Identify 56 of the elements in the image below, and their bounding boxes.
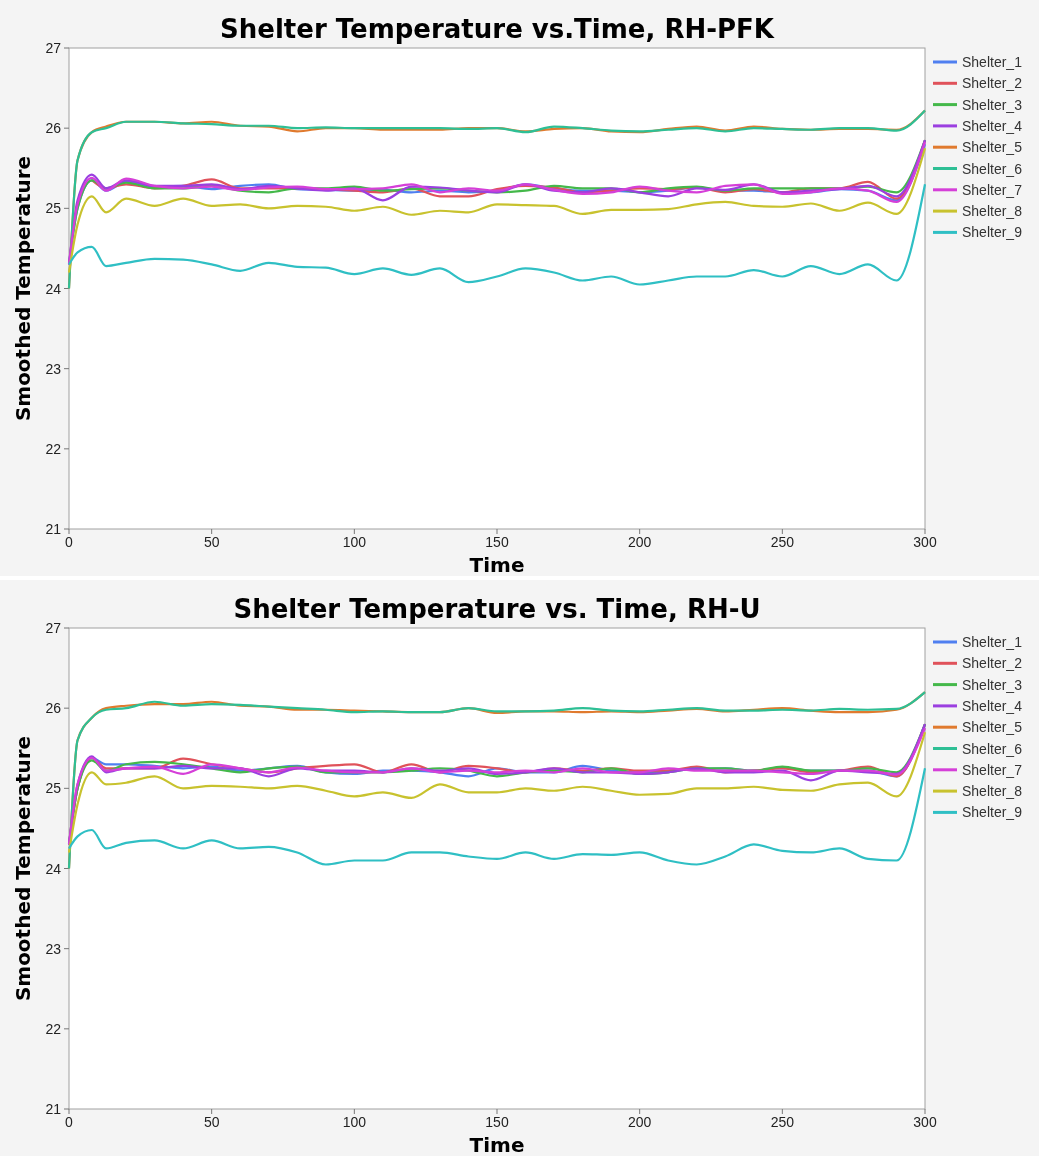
y-tick-label: 23 [45,360,62,377]
x-axis-title: Time [469,553,525,577]
chart-title: Shelter Temperature vs. Time, RH-U [233,594,761,624]
legend-label: Shelter_4 [962,117,1023,134]
legend-label: Shelter_5 [962,139,1023,156]
y-tick-label: 21 [45,521,62,537]
x-tick-label: 50 [203,1114,220,1130]
y-tick-label: 26 [45,120,62,137]
x-tick-label: 150 [485,1114,509,1130]
legend-label: Shelter_1 [962,54,1023,70]
x-tick-label: 300 [913,534,937,550]
x-tick-label: 100 [342,534,367,550]
legend-label: Shelter_8 [962,783,1023,800]
legend-label: Shelter_5 [962,719,1023,736]
y-axis-title: Smoothed Temperature [11,735,35,1002]
line-series [67,183,927,286]
legend-label: Shelter_8 [962,203,1023,220]
y-tick-label: 27 [45,620,62,636]
x-tick-label: 50 [203,534,220,550]
legend-label: Shelter_2 [962,75,1023,92]
line-series [67,109,927,290]
legend-label: Shelter_9 [962,804,1023,821]
x-tick-label: 150 [485,534,509,550]
y-tick-label: 25 [45,200,62,217]
x-tick-label: 300 [913,1114,937,1130]
x-tick-label: 250 [770,534,795,550]
y-tick-label: 27 [45,40,62,56]
legend-label: Shelter_7 [962,761,1023,778]
y-tick-label: 26 [45,700,62,717]
x-tick-label: 0 [65,1114,74,1130]
y-axis-title: Smoothed Temperature [11,155,35,422]
legend-label: Shelter_3 [962,676,1023,693]
legend-label: Shelter_4 [962,697,1023,714]
y-tick-label: 22 [45,440,62,457]
chart-title: Shelter Temperature vs.Time, RH-PFK [220,14,775,44]
legend-label: Shelter_6 [962,740,1023,757]
legend-label: Shelter_2 [962,655,1023,672]
line-series [67,691,927,870]
y-tick-label: 24 [45,860,62,877]
x-axis-title: Time [469,1133,525,1157]
legend-label: Shelter_9 [962,224,1023,241]
line-series [67,767,927,866]
legend-label: Shelter_3 [962,96,1023,113]
legend-label: Shelter_7 [962,181,1023,198]
y-tick-label: 24 [45,280,62,297]
x-tick-label: 200 [627,1114,652,1130]
y-tick-label: 21 [45,1101,62,1117]
y-tick-label: 23 [45,940,62,957]
legend-label: Shelter_1 [962,634,1023,650]
x-tick-label: 250 [770,1114,795,1130]
x-tick-label: 0 [65,534,74,550]
x-tick-label: 100 [342,1114,367,1130]
x-tick-label: 200 [627,534,652,550]
legend-label: Shelter_6 [962,160,1023,177]
y-tick-label: 22 [45,1020,62,1037]
y-tick-label: 25 [45,780,62,797]
